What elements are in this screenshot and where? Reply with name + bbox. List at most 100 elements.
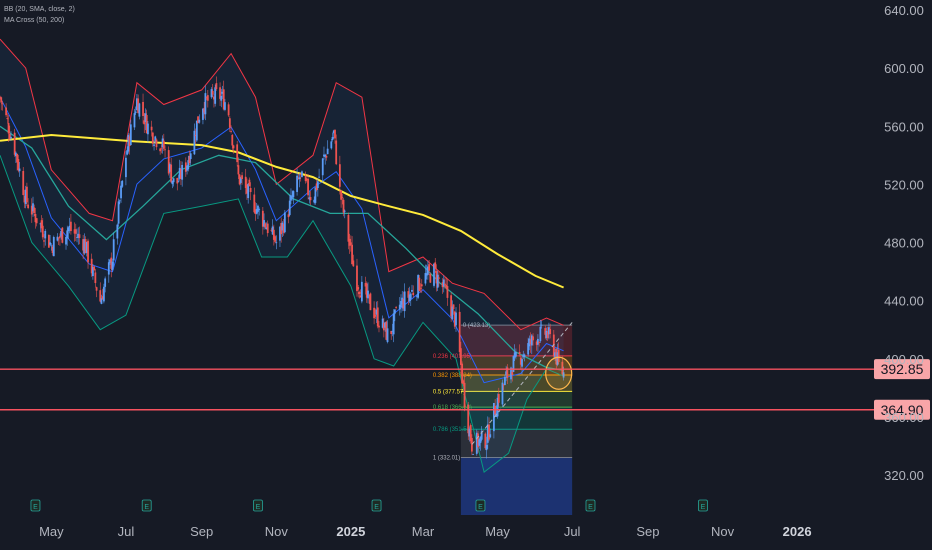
candle-body: [150, 126, 153, 131]
candle-body: [222, 89, 225, 110]
candle-body: [111, 261, 114, 271]
candle-body: [472, 454, 475, 455]
candle-body: [227, 104, 230, 116]
candle-body: [502, 384, 505, 386]
candle-body: [101, 296, 104, 300]
candle-body: [401, 297, 404, 305]
bb-upper-line: [0, 38, 564, 331]
candle-body: [116, 224, 119, 239]
candle-body: [194, 135, 197, 137]
candle-body: [27, 204, 30, 209]
candle-body: [34, 213, 37, 223]
candle-body: [291, 197, 294, 199]
candle-body: [22, 170, 25, 196]
earnings-marker-icon[interactable]: [30, 499, 41, 512]
candle-body: [468, 428, 471, 437]
candle-body: [8, 133, 11, 139]
candle-body: [343, 210, 346, 212]
candle-body: [308, 197, 311, 200]
candle-body: [452, 304, 455, 310]
candle-body: [275, 242, 278, 244]
candle-body: [30, 205, 33, 215]
candle-body: [420, 284, 423, 287]
earnings-marker-letter: E: [701, 504, 706, 511]
candle-body: [417, 275, 420, 298]
candle-body: [282, 224, 285, 233]
candle-body: [299, 173, 302, 175]
x-axis-tick-label: Nov: [711, 524, 735, 539]
price-level-label-bg: [874, 399, 930, 420]
candle-body: [521, 359, 523, 367]
fib-zone: [460, 355, 573, 375]
candle-body: [181, 164, 184, 180]
candle-body: [13, 132, 16, 155]
candle-body: [171, 180, 174, 185]
fib-level-label: 1 (332.01): [433, 456, 460, 462]
candle-body: [386, 328, 389, 343]
candle-body: [341, 196, 344, 198]
trend-line[interactable]: [471, 322, 573, 445]
candle-body: [321, 158, 324, 176]
candle-body: [326, 148, 329, 155]
earnings-marker-icon[interactable]: [141, 499, 152, 512]
candle-body: [133, 113, 136, 128]
bb-lower-line: [0, 155, 564, 473]
candle-body: [161, 138, 164, 148]
candle-body: [510, 367, 512, 380]
earnings-marker-letter: E: [588, 504, 593, 511]
candle-body: [177, 181, 180, 183]
candle-body: [367, 290, 369, 299]
candle-body: [49, 242, 52, 245]
candle-body: [281, 222, 284, 231]
candle-body: [515, 352, 517, 357]
candle-body: [5, 107, 8, 116]
bb-band-fill: [0, 39, 564, 473]
candle-body: [561, 361, 564, 374]
candle-body: [60, 231, 63, 237]
candle-body: [188, 156, 191, 163]
earnings-marker-icon[interactable]: [475, 499, 486, 512]
indicator-bb-label[interactable]: BB (20, SMA, close, 2): [4, 6, 75, 13]
candle-body: [391, 330, 394, 332]
candle-body: [334, 129, 336, 139]
earnings-marker-icon[interactable]: [253, 499, 263, 512]
earnings-marker-icon[interactable]: [585, 499, 596, 512]
candle-body: [100, 298, 103, 304]
candle-body: [23, 195, 26, 203]
earnings-marker-icon[interactable]: [698, 499, 708, 512]
candle-body: [489, 434, 492, 438]
candle-body: [263, 220, 265, 227]
candle-body: [274, 236, 276, 242]
candle-body: [51, 246, 54, 254]
earnings-marker-icon[interactable]: [371, 499, 382, 512]
candle-body: [488, 424, 490, 440]
candle-body: [529, 339, 532, 345]
candle-body: [381, 318, 384, 328]
candle-body: [147, 123, 149, 135]
candle-body: [154, 136, 157, 141]
candle-body: [434, 262, 437, 269]
candle-body: [90, 258, 93, 274]
candle-body: [6, 118, 9, 120]
candle-body: [239, 178, 242, 183]
candle-body: [415, 295, 418, 297]
candle-body: [537, 338, 539, 345]
candle-body: [428, 264, 431, 271]
candle-body: [463, 382, 466, 408]
candle-body: [125, 157, 127, 178]
candle-body: [270, 229, 273, 231]
candle-body: [118, 200, 121, 202]
candle-body: [213, 96, 215, 100]
candle-body: [221, 91, 224, 94]
candle-body: [375, 309, 378, 315]
x-axis-tick-label: Jul: [118, 524, 135, 539]
highlight-circle[interactable]: [545, 356, 573, 390]
candle-body: [110, 257, 113, 269]
indicator-ma-cross-label[interactable]: MA Cross (50, 200): [4, 17, 65, 24]
candle-body: [48, 234, 50, 248]
candle-body: [35, 218, 38, 224]
candle-body: [351, 244, 353, 265]
earnings-marker-letter: E: [144, 504, 149, 511]
